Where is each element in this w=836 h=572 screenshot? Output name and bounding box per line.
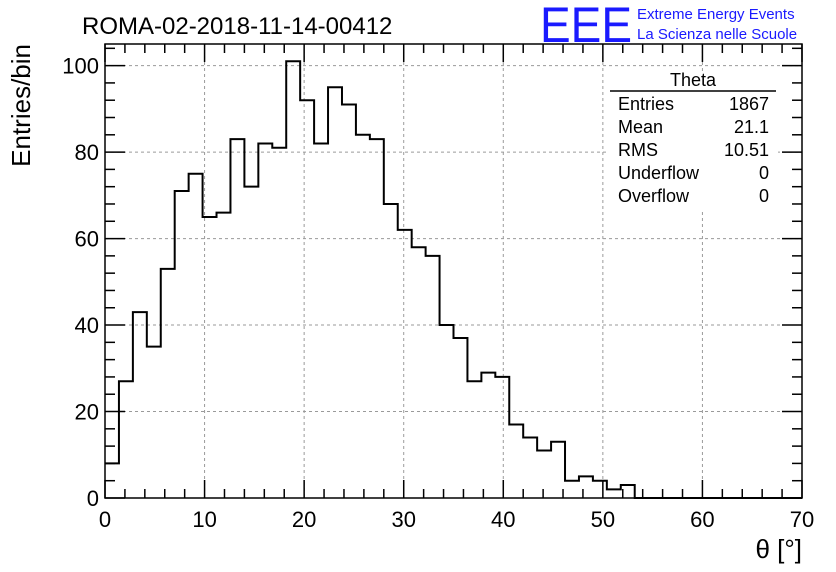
histogram-line xyxy=(105,60,802,499)
x-tick-label: 0 xyxy=(99,507,111,532)
stats-box: Theta Entries 1867 Mean 21.1 RMS 10.51 U… xyxy=(608,70,778,210)
y-tick-label: 0 xyxy=(87,486,99,511)
logo-line1: Extreme Energy Events xyxy=(637,6,795,23)
y-tick-label: 40 xyxy=(75,313,99,338)
eee-logo: EEE Extreme Energy Events La Scienza nel… xyxy=(540,0,797,53)
y-tick-label: 20 xyxy=(75,400,99,425)
x-tick-label: 30 xyxy=(391,507,415,532)
x-tick-label: 70 xyxy=(790,507,814,532)
x-tick-label: 20 xyxy=(292,507,316,532)
x-tick-label: 50 xyxy=(591,507,615,532)
stats-value-overflow: 0 xyxy=(759,186,769,206)
x-tick-labels: 0 10 20 30 40 50 60 70 xyxy=(99,507,814,532)
plot-frame xyxy=(104,43,803,499)
y-tick-label: 80 xyxy=(75,140,99,165)
stats-value-mean: 21.1 xyxy=(734,117,769,137)
stats-value-entries: 1867 xyxy=(729,94,769,114)
logo-line2: La Scienza nelle Scuole xyxy=(637,26,797,43)
stats-value-underflow: 0 xyxy=(759,163,769,183)
y-axis-label: Entries/bin xyxy=(6,44,36,167)
x-tick-label: 40 xyxy=(491,507,515,532)
stats-title: Theta xyxy=(670,70,717,90)
stats-box-background xyxy=(608,74,778,210)
y-tick-label: 60 xyxy=(75,227,99,252)
y-tick-labels: 0 20 40 60 80 100 xyxy=(62,54,99,511)
stats-label-mean: Mean xyxy=(618,117,663,137)
stats-label-entries: Entries xyxy=(618,94,674,114)
stats-label-underflow: Underflow xyxy=(618,163,700,183)
x-tick-label: 60 xyxy=(690,507,714,532)
stats-value-rms: 10.51 xyxy=(724,140,769,160)
stats-label-rms: RMS xyxy=(618,140,658,160)
axis-ticks xyxy=(104,44,803,499)
x-tick-label: 10 xyxy=(192,507,216,532)
stats-label-overflow: Overflow xyxy=(618,186,690,206)
x-axis-label: θ [°] xyxy=(755,534,802,564)
chart-title: ROMA-02-2018-11-14-00412 xyxy=(82,13,392,40)
y-tick-label: 100 xyxy=(62,54,99,79)
logo-letters: EEE xyxy=(540,0,632,53)
